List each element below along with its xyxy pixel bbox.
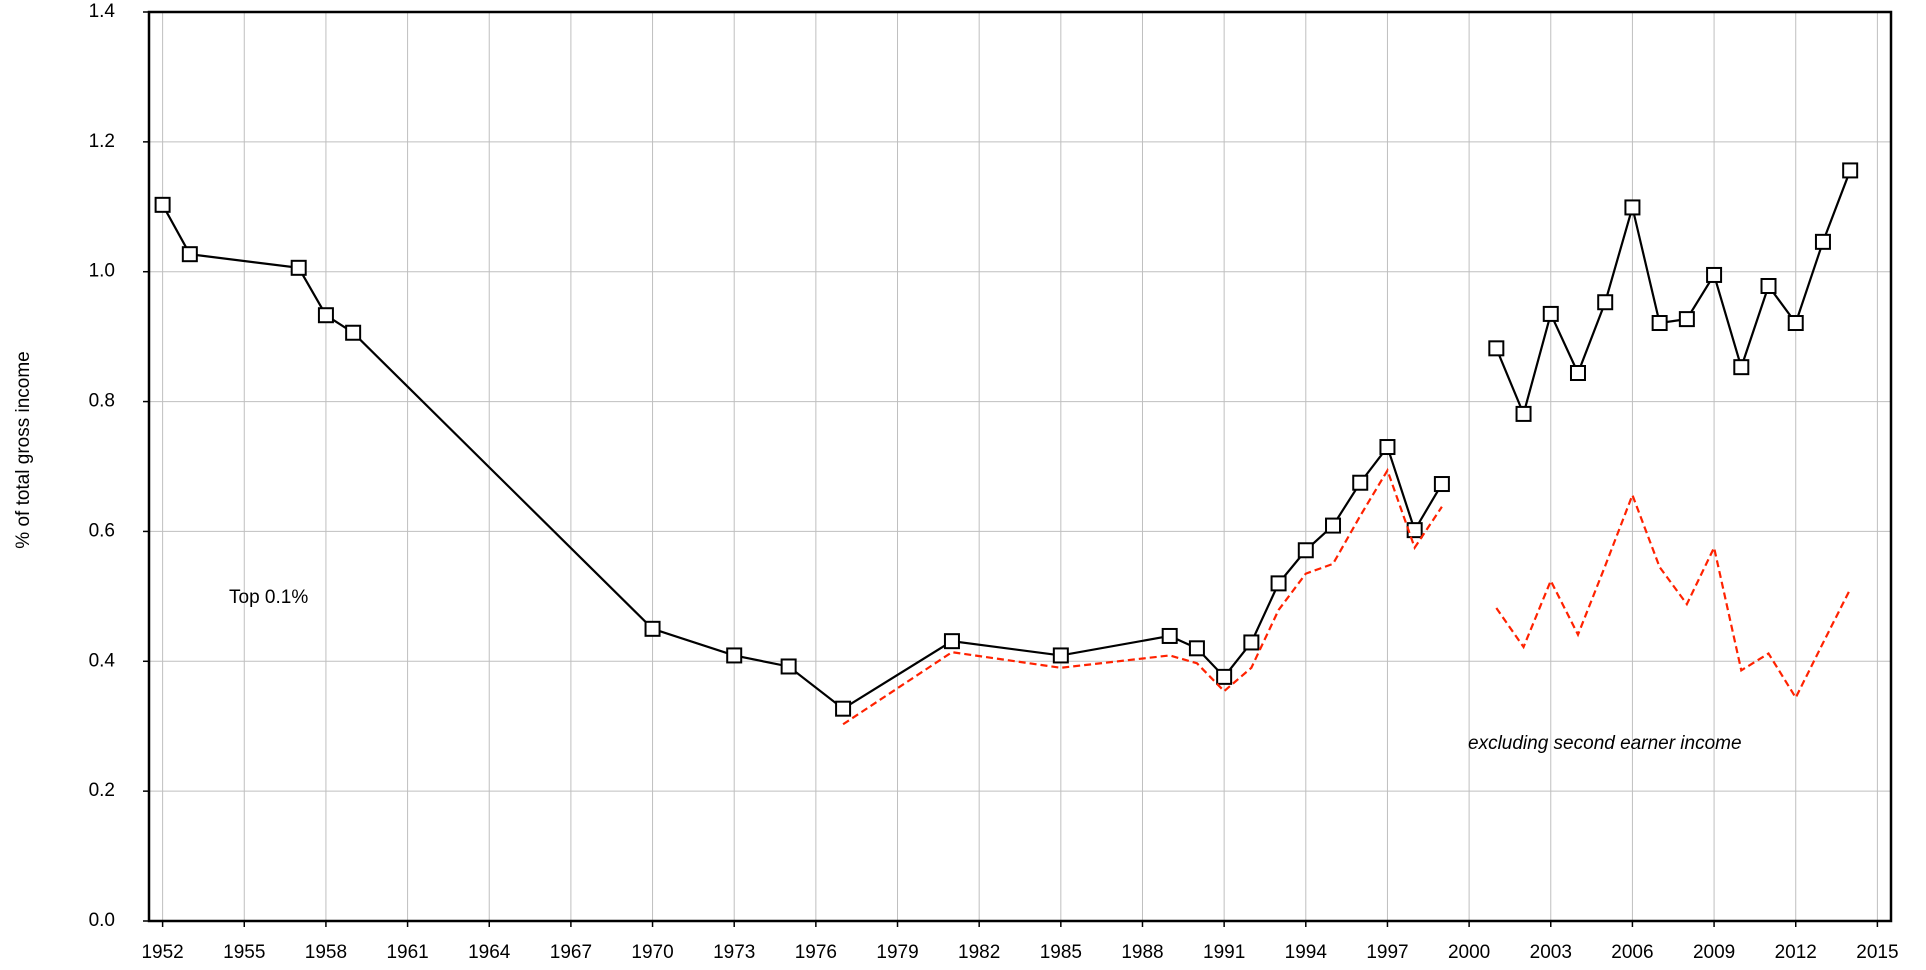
marker [1270,575,1287,592]
y-tick-label: 0.2 [89,780,115,801]
x-tick-label: 1991 [1203,942,1245,963]
x-tick-label: 1970 [631,942,673,963]
marker [943,633,960,650]
marker [1188,640,1205,657]
x-tick-label: 2012 [1775,942,1817,963]
x-tick-label: 1973 [713,942,755,963]
marker [1488,340,1505,357]
x-tick-label: 2003 [1530,942,1572,963]
series-line [842,467,1852,726]
x-tick-label: 1985 [1040,942,1082,963]
marker [1052,647,1069,664]
x-tick-label: 1958 [305,942,347,963]
marker [1678,311,1695,328]
marker [1597,294,1614,311]
x-tick-label: 1994 [1285,942,1328,963]
marker [1787,315,1804,332]
annotation: excluding second earner income [1468,733,1742,754]
y-axis-label: % of total gross income [13,351,34,548]
marker [835,700,852,717]
x-tick-label: 1967 [550,942,592,963]
x-tick-label: 1964 [468,942,511,963]
x-tick-label: 2009 [1693,942,1735,963]
x-tick-label: 1961 [386,942,428,963]
marker [1651,315,1668,332]
marker [154,196,171,213]
x-tick-label: 1979 [876,942,918,963]
marker [726,647,743,664]
marker [1161,627,1178,644]
x-tick-label: 2000 [1448,942,1490,963]
annotation: Top 0.1% [229,587,308,608]
marker [1406,522,1423,539]
plot-border [147,10,1893,923]
x-tick-label: 2015 [1856,942,1898,963]
marker [345,324,362,341]
marker [1569,365,1586,382]
x-tick-label: 1982 [958,942,1000,963]
marker [780,658,797,675]
marker [290,259,307,276]
y-tick-label: 0.8 [89,391,115,412]
y-tick-label: 0.0 [89,910,115,931]
marker [1624,199,1641,216]
y-tick-label: 0.4 [89,650,116,671]
x-tick-label: 1952 [141,942,183,963]
series-line [161,170,1852,711]
marker [1325,517,1342,534]
marker [1542,305,1559,322]
y-tick-label: 1.2 [89,131,115,152]
y-tick-label: 1.0 [89,261,115,282]
marker [1379,439,1396,456]
x-tick-label: 1976 [795,942,837,963]
x-tick-label: 1988 [1121,942,1163,963]
marker [1243,634,1260,651]
x-tick-label: 2006 [1611,942,1653,963]
marker [1515,405,1532,422]
marker [644,620,661,637]
marker [1352,474,1369,491]
y-tick-label: 1.4 [89,1,116,22]
x-tick-label: 1955 [223,942,265,963]
marker [1733,359,1750,376]
marker [1842,162,1859,179]
marker [1706,266,1723,283]
marker [1216,668,1233,685]
marker [1814,233,1831,250]
x-tick-label: 1997 [1366,942,1408,963]
y-tick-label: 0.6 [89,520,115,541]
marker [1760,277,1777,294]
marker [1297,542,1314,559]
marker [1433,476,1450,493]
marker [181,246,198,263]
marker [317,307,334,324]
